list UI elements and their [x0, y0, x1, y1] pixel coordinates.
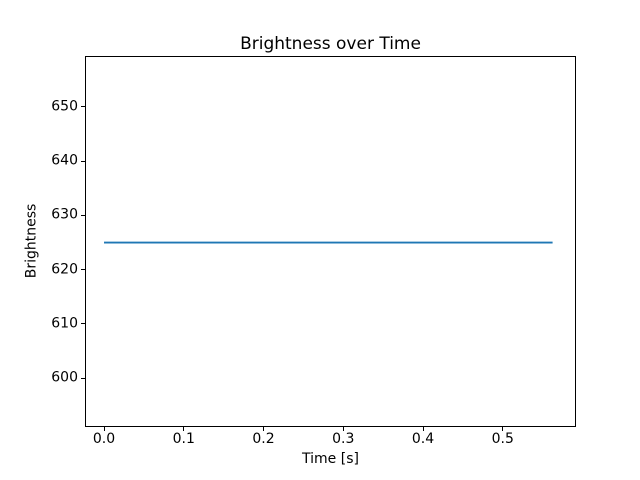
y-tick-mark	[81, 269, 85, 271]
y-tick-mark	[81, 106, 85, 108]
y-tick-label: 650	[51, 98, 78, 115]
x-tick-mark	[183, 427, 185, 431]
x-tick-label: 0.0	[92, 431, 116, 447]
y-tick-label: 620	[51, 261, 78, 278]
y-tick-mark	[81, 214, 85, 216]
y-tick-mark	[81, 323, 85, 325]
x-tick-mark	[502, 427, 504, 431]
y-tick-mark	[81, 377, 85, 379]
x-tick-label: 0.1	[172, 431, 195, 447]
x-tick-mark	[342, 427, 344, 431]
y-tick-label: 630	[51, 206, 78, 223]
chart-title: Brightness over Time	[240, 34, 421, 54]
x-tick-label: 0.4	[411, 431, 435, 447]
x-tick-label: 0.3	[332, 431, 355, 447]
plot-area: 0.0 0.1 0.2 0.3 0.4 0.5 600 610 620 630 640 650	[51, 56, 576, 447]
y-tick-label: 610	[51, 315, 78, 332]
series-plot	[104, 241, 553, 244]
x-tick-mark	[103, 427, 105, 431]
x-tick-mark	[263, 427, 264, 431]
y-axis-label: Brightness	[23, 203, 40, 279]
x-axis-label: Time [s]	[302, 451, 359, 467]
x-tick-label: 0.2	[252, 431, 275, 447]
y-tick-mark	[81, 160, 85, 162]
x-tick-mark	[422, 427, 424, 431]
y-tick-label: 600	[51, 369, 78, 386]
y-tick-label: 640	[51, 152, 78, 169]
x-tick-label: 0.5	[491, 431, 514, 447]
